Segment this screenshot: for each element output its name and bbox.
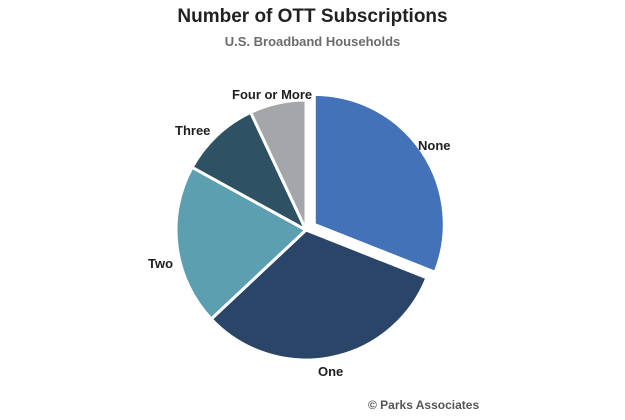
chart-title: Number of OTT Subscriptions (177, 6, 448, 27)
slice-label-none: None (418, 138, 451, 153)
source-credit: © Parks Associates (368, 398, 480, 412)
pie-slice-two (174, 165, 308, 321)
pie-slices (174, 92, 446, 362)
pie-slice-three (190, 110, 308, 232)
slice-label-four-or-more: Four or More (232, 87, 312, 102)
slice-label-three: Three (175, 123, 210, 138)
slice-label-one: One (318, 364, 343, 379)
chart-subtitle: U.S. Broadband Households (224, 34, 401, 49)
pie-slice-none (312, 92, 446, 274)
pie-labels: None One Two Three Four or More (148, 87, 451, 379)
slice-label-two: Two (148, 256, 173, 271)
pie-slice-one (209, 228, 429, 362)
pie-slice-four-or-more (249, 98, 308, 232)
